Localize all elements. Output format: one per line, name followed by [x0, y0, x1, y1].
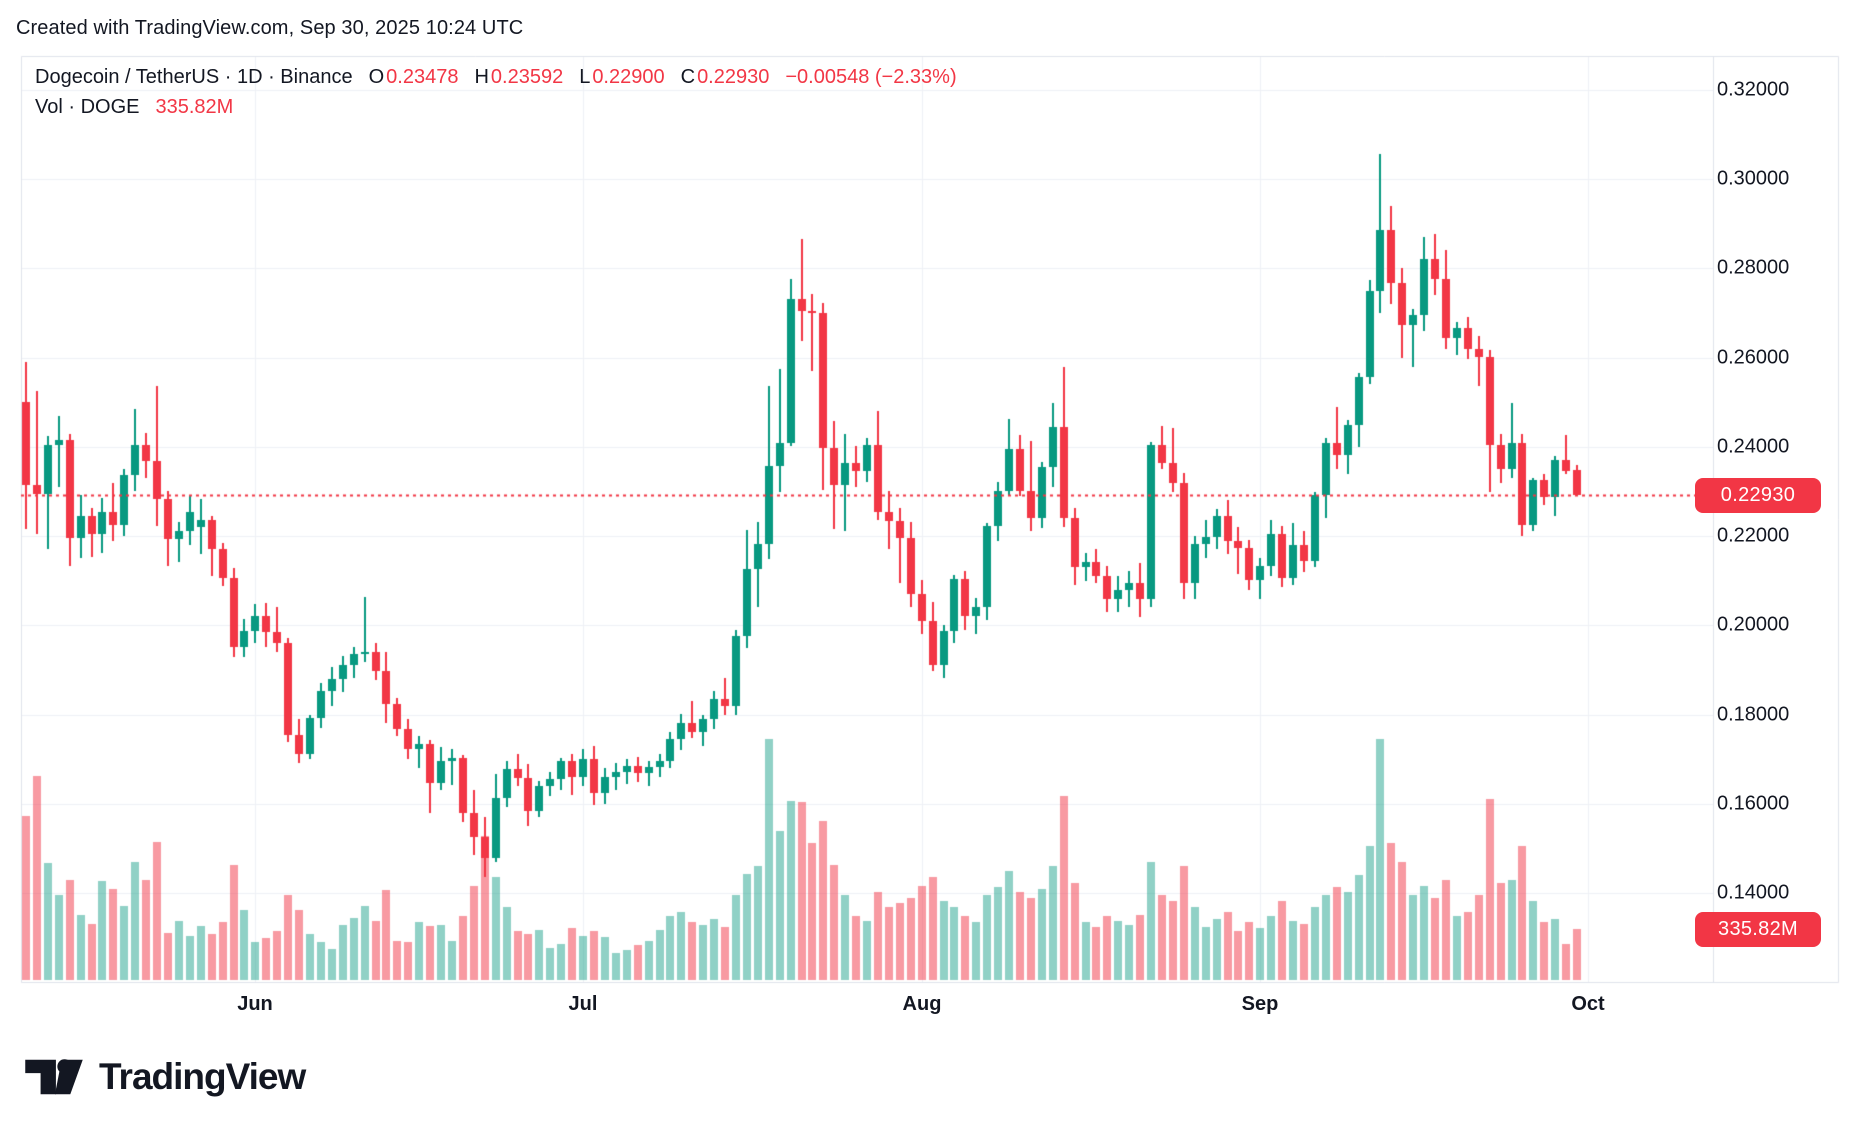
- low-label: L: [579, 66, 591, 88]
- price-tick-label: 0.28000: [1717, 256, 1790, 279]
- price-tick-label: 0.20000: [1717, 613, 1790, 636]
- price-tick-label: 0.16000: [1717, 792, 1790, 815]
- price-tick-label: 0.14000: [1717, 881, 1790, 904]
- volume-value: 335.82M: [155, 96, 234, 118]
- chart-legend: Dogecoin / TetherUS · 1D · Binance O 0.234…: [35, 62, 957, 122]
- legend-volume-row: Vol · DOGE 335.82M: [35, 92, 957, 122]
- price-tick-label: 0.18000: [1717, 703, 1790, 726]
- price-tick-label: 0.24000: [1717, 435, 1790, 458]
- low-value: 0.22900: [592, 66, 665, 88]
- last-volume-badge: 335.82M: [1695, 912, 1821, 947]
- price-tick-label: 0.26000: [1717, 346, 1790, 369]
- tradingview-logo-text: TradingView: [99, 1056, 306, 1097]
- time-axis-label: Aug: [902, 993, 942, 1015]
- open-value: 0.23478: [386, 66, 459, 88]
- time-axis-label: Oct: [1571, 993, 1605, 1015]
- change-value: −0.00548 (−2.33%): [785, 66, 957, 88]
- time-axis-label: Jul: [568, 993, 598, 1015]
- close-value: 0.22930: [697, 66, 770, 88]
- open-label: O: [368, 66, 385, 88]
- tradingview-logo[interactable]: TradingView: [23, 1054, 306, 1100]
- close-label: C: [680, 66, 696, 88]
- price-tick-label: 0.22000: [1717, 524, 1790, 547]
- price-tick-label: 0.32000: [1717, 78, 1790, 101]
- attribution-text: Created with TradingView.com, Sep 30, 20…: [16, 17, 524, 39]
- time-axis-label: Sep: [1241, 993, 1279, 1015]
- volume-label: Vol · DOGE: [35, 96, 140, 118]
- legend-ohlc-row: Dogecoin / TetherUS · 1D · Binance O 0.234…: [35, 62, 957, 92]
- tradingview-logo-icon: [25, 1059, 83, 1095]
- high-value: 0.23592: [490, 66, 564, 88]
- symbol-title: Dogecoin / TetherUS · 1D · Binance: [35, 66, 353, 88]
- time-axis-label: Jun: [237, 993, 273, 1015]
- last-price-badge: 0.22930: [1695, 477, 1821, 513]
- price-tick-label: 0.30000: [1717, 167, 1790, 190]
- high-label: H: [474, 66, 489, 88]
